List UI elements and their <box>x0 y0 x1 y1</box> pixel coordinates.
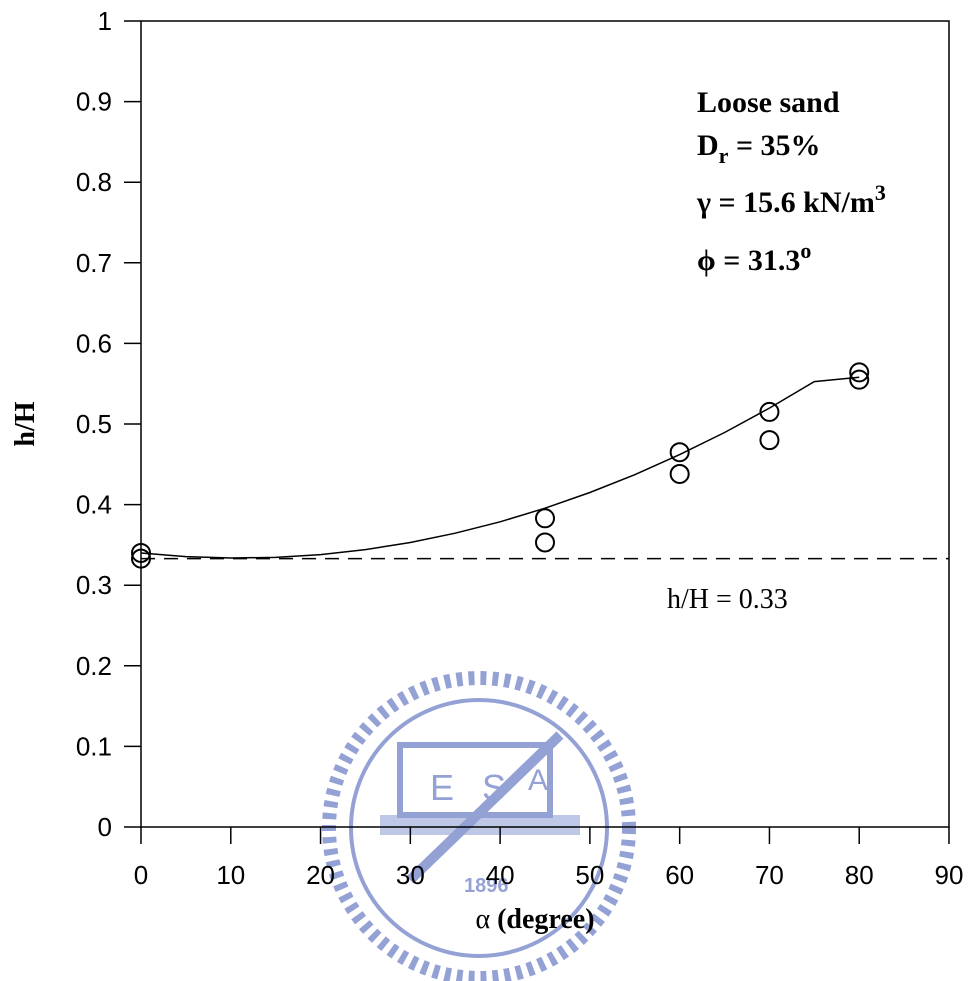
y-tick-label: 0 <box>98 812 112 842</box>
watermark-inner-ring <box>349 698 609 958</box>
annotation-relative-density: Dr = 35% <box>697 129 821 168</box>
annotation-phi-sup: o <box>800 238 811 263</box>
data-point <box>759 430 780 451</box>
x-tick-label: 70 <box>755 860 784 890</box>
y-tick-label: 0.8 <box>76 167 112 197</box>
y-axis-tick-labels: 0 0.1 0.2 0.3 0.4 0.5 0.6 0.7 0.8 0.9 1 <box>76 6 112 842</box>
annotation-unit-weight: γ = 15.6 kN/m3 <box>696 180 886 219</box>
watermark-building-base <box>380 815 580 835</box>
x-axis-title-text: (degree) <box>490 904 594 935</box>
annotation-gamma-main: γ = 15.6 kN/m <box>696 186 875 219</box>
watermark-text-a: A <box>528 764 548 797</box>
data-points <box>131 362 870 569</box>
y-tick-label: 0.9 <box>76 87 112 117</box>
watermark-text-e: E <box>430 767 454 808</box>
watermark-text-s: S <box>482 767 506 808</box>
reference-line-label: h/H = 0.33 <box>667 584 788 615</box>
annotation-dr-rest: = 35% <box>728 129 820 162</box>
x-tick-label: 0 <box>134 860 148 890</box>
x-tick-label: 30 <box>396 860 425 890</box>
y-tick-label: 0.5 <box>76 409 112 439</box>
watermark-diagonal <box>406 731 564 884</box>
x-tick-label: 10 <box>216 860 245 890</box>
x-axis-ticks <box>140 827 950 844</box>
data-point <box>535 508 555 529</box>
annotation-dr-sub: r <box>719 143 729 168</box>
data-point <box>669 442 690 463</box>
y-tick-label: 1 <box>98 6 112 36</box>
y-axis-ticks <box>124 20 141 828</box>
y-tick-label: 0.6 <box>76 328 112 358</box>
x-axis-tick-labels: 0 10 20 30 40 50 60 70 80 90 <box>134 860 964 890</box>
x-axis-title: α (degree) <box>475 904 594 935</box>
y-axis-title: h/H <box>10 401 41 446</box>
y-tick-label: 0.4 <box>76 490 112 520</box>
data-point <box>669 463 690 484</box>
watermark-year: 1896 <box>464 875 509 897</box>
data-point <box>131 548 151 569</box>
watermark-outer-ring <box>322 671 636 981</box>
x-tick-label: 90 <box>935 860 964 890</box>
annotation-dr-main: D <box>697 129 719 162</box>
data-point <box>849 369 870 390</box>
x-tick-label: 20 <box>306 860 335 890</box>
x-tick-label: 80 <box>845 860 874 890</box>
annotation-friction-angle: ϕ = 31.3o <box>697 238 811 277</box>
annotation-gamma-sup: 3 <box>875 180 886 205</box>
y-tick-label: 0.1 <box>76 731 112 761</box>
plot-frame <box>140 20 950 828</box>
y-tick-label: 0.7 <box>76 248 112 278</box>
data-point <box>535 532 555 553</box>
x-tick-label: 40 <box>486 860 515 890</box>
data-point <box>131 542 151 563</box>
annotation-phi-main: ϕ = 31.3 <box>697 244 800 277</box>
watermark-seal: E S A 1896 <box>322 671 636 981</box>
x-tick-label: 50 <box>575 860 604 890</box>
annotation-material: Loose sand <box>697 86 840 119</box>
data-point <box>759 401 780 422</box>
y-tick-label: 0.3 <box>76 570 112 600</box>
data-point <box>849 362 870 383</box>
fit-curve <box>140 376 860 559</box>
x-axis-title-symbol: α <box>475 904 490 935</box>
y-tick-label: 0.2 <box>76 651 112 681</box>
x-tick-label: 60 <box>665 860 694 890</box>
